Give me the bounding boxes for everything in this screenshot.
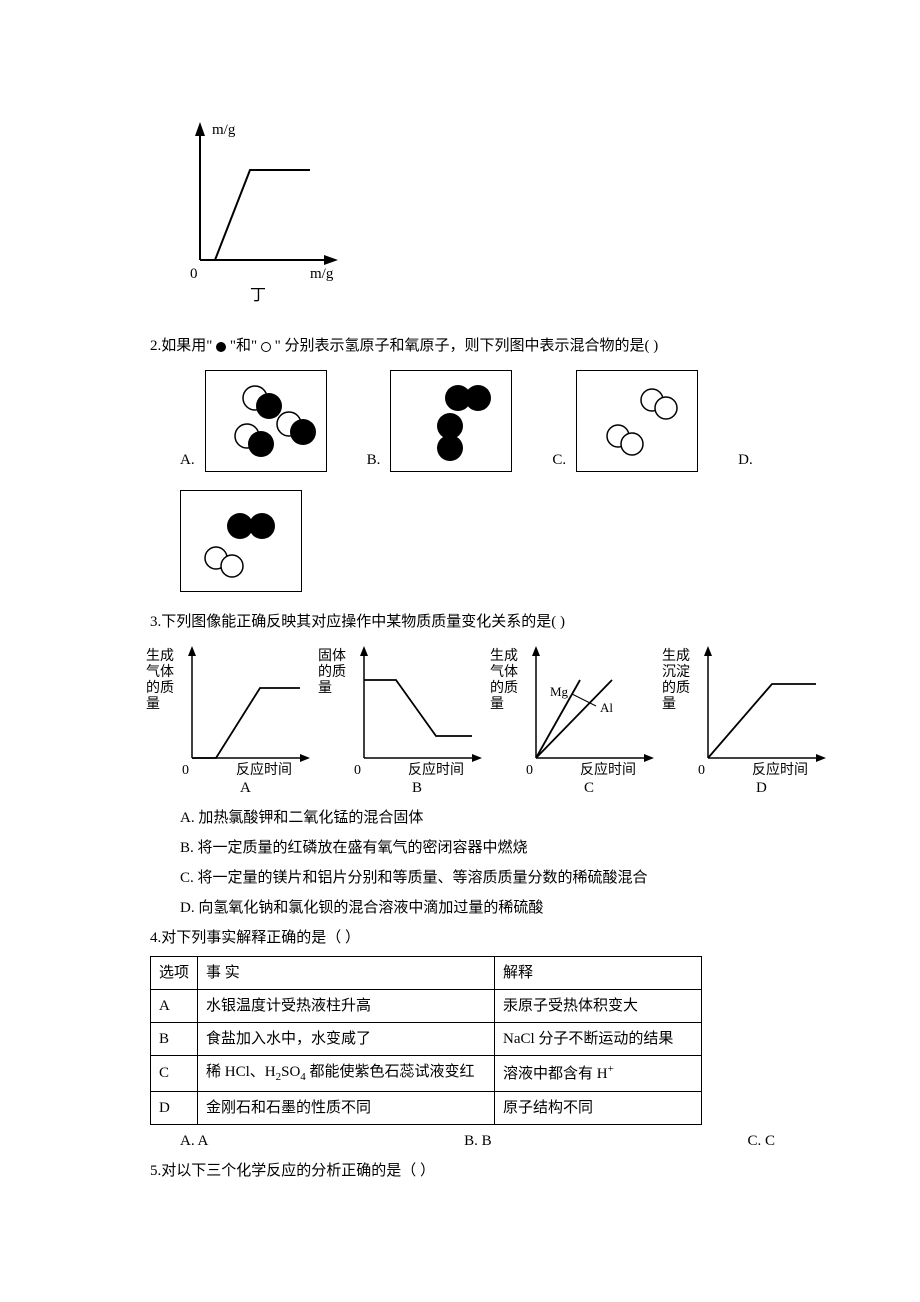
q2-label-d: D. — [738, 448, 753, 472]
q2-option-a: A. — [180, 370, 327, 472]
q4-answers: A. A B. B C. C D. D — [150, 1129, 920, 1153]
open-circle-icon — [261, 342, 271, 352]
svg-text:量: 量 — [490, 696, 504, 712]
cell: 食盐加入水中，水变咸了 — [198, 1023, 495, 1056]
cell: NaCl 分子不断运动的结果 — [495, 1023, 702, 1056]
q3-panel-a: 生成 气体 的质 量 0 反应时间 A — [144, 640, 316, 800]
q3-opt-b: B. 将一定质量的红磷放在盛有氧气的密闭容器中燃烧 — [150, 836, 920, 860]
q2-options-row2 — [150, 490, 920, 592]
q2-label-b: B. — [367, 448, 381, 472]
q3-panel-c: 生成 气体 的质 量 Mg Al 0 反应时间 C — [488, 640, 660, 800]
q3-panel-d: 生成 沉淀 的质 量 0 反应时间 D — [660, 640, 832, 800]
table-row: A 水银温度计受热液柱升高 汞原子受热体积变大 — [151, 990, 702, 1023]
q4-stem: 4.对下列事实解释正确的是（ ） — [150, 926, 920, 950]
table-row: D 金刚石和石墨的性质不同 原子结构不同 — [151, 1091, 702, 1124]
q5-stem: 5.对以下三个化学反应的分析正确的是（ ） — [150, 1159, 920, 1183]
q2-box-c — [576, 370, 698, 472]
svg-text:0: 0 — [526, 763, 533, 778]
svg-text:Mg: Mg — [550, 684, 569, 699]
q2-option-d-label: D. — [738, 448, 757, 472]
th-c3: 解释 — [495, 957, 702, 990]
q2-label-c: C. — [552, 448, 566, 472]
q3-stem: 3.下列图像能正确反映其对应操作中某物质质量变化关系的是( ) — [150, 610, 920, 634]
cell: D — [151, 1091, 198, 1124]
svg-text:0: 0 — [182, 763, 189, 778]
cell: A — [151, 990, 198, 1023]
svg-text:0: 0 — [354, 763, 361, 778]
svg-text:C: C — [584, 780, 594, 796]
svg-text:0: 0 — [698, 763, 705, 778]
table-row: 选项 事 实 解释 — [151, 957, 702, 990]
table-row: C 稀 HCl、H2SO4 都能使紫色石蕊试液变红 溶液中都含有 H+ — [151, 1056, 702, 1092]
svg-text:反应时间: 反应时间 — [236, 761, 292, 778]
svg-text:Al: Al — [600, 700, 613, 715]
q4-table: 选项 事 实 解释 A 水银温度计受热液柱升高 汞原子受热体积变大 B 食盐加入… — [150, 956, 702, 1125]
svg-text:反应时间: 反应时间 — [408, 761, 464, 778]
svg-text:的质: 的质 — [146, 680, 174, 696]
q2-stem-post: " 分别表示氢原子和氧原子，则下列图中表示混合物的是( ) — [275, 338, 659, 354]
svg-text:气体: 气体 — [146, 664, 174, 680]
cell: 金刚石和石墨的性质不同 — [198, 1091, 495, 1124]
cell: 溶液中都含有 H+ — [495, 1056, 702, 1092]
svg-text:固体: 固体 — [318, 648, 346, 664]
q2-box-a — [205, 370, 327, 472]
graph-ding-svg: m/g 0 m/g 丁 — [160, 110, 350, 310]
svg-text:的质: 的质 — [490, 680, 518, 696]
sup: + — [608, 1063, 614, 1075]
th-c1: 选项 — [151, 957, 198, 990]
svg-text:量: 量 — [146, 696, 160, 712]
txt: 溶液中都含有 H — [503, 1066, 608, 1082]
ylabel: m/g — [212, 122, 236, 138]
q3-opt-c: C. 将一定量的镁片和铝片分别和等质量、等溶质质量分数的稀硫酸混合 — [150, 866, 920, 890]
filled-circle-icon — [216, 342, 226, 352]
svg-text:生成: 生成 — [490, 648, 518, 664]
svg-text:的质: 的质 — [318, 664, 346, 680]
caption: 丁 — [250, 287, 266, 304]
q4-ans-c: C. C — [747, 1129, 775, 1153]
q2-stem-mid: "和" — [230, 338, 261, 354]
svg-text:气体: 气体 — [490, 664, 518, 680]
svg-text:生成: 生成 — [146, 648, 174, 664]
q2-box-b — [390, 370, 512, 472]
q4-ans-a: A. A — [180, 1129, 208, 1153]
xlabel: m/g — [310, 266, 334, 282]
q3-panels: 生成 气体 的质 量 0 反应时间 A 固体 的质 量 0 反应时间 B 生成 … — [144, 640, 920, 800]
q2-stem-pre: 2.如果用" — [150, 338, 216, 354]
cell: 水银温度计受热液柱升高 — [198, 990, 495, 1023]
th-c2: 事 实 — [198, 957, 495, 990]
q2-option-b: B. — [367, 370, 513, 472]
cell: C — [151, 1056, 198, 1092]
txt: 稀 HCl、H — [206, 1064, 276, 1080]
txt: SO — [281, 1064, 300, 1080]
cell: 原子结构不同 — [495, 1091, 702, 1124]
q3-opt-a: A. 加热氯酸钾和二氧化锰的混合固体 — [150, 806, 920, 830]
svg-text:B: B — [412, 780, 422, 796]
cell: B — [151, 1023, 198, 1056]
table-row: B 食盐加入水中，水变咸了 NaCl 分子不断运动的结果 — [151, 1023, 702, 1056]
cell: 汞原子受热体积变大 — [495, 990, 702, 1023]
q2-options-row1: A. B. C. — [150, 370, 920, 472]
svg-text:量: 量 — [318, 680, 332, 696]
svg-text:量: 量 — [662, 696, 676, 712]
svg-text:反应时间: 反应时间 — [752, 761, 808, 778]
txt: 都能使紫色石蕊试液变红 — [306, 1064, 475, 1080]
q2-option-c: C. — [552, 370, 698, 472]
svg-text:的质: 的质 — [662, 680, 690, 696]
svg-text:反应时间: 反应时间 — [580, 761, 636, 778]
q2-label-a: A. — [180, 448, 195, 472]
q2-box-d — [180, 490, 302, 592]
svg-text:D: D — [756, 780, 767, 796]
svg-text:沉淀: 沉淀 — [662, 664, 690, 680]
q4-ans-b: B. B — [464, 1129, 492, 1153]
svg-text:A: A — [240, 780, 251, 796]
q2-stem: 2.如果用" "和" " 分别表示氢原子和氧原子，则下列图中表示混合物的是( ) — [150, 334, 920, 358]
q1-graph-ding: m/g 0 m/g 丁 — [160, 110, 920, 310]
zero: 0 — [190, 266, 198, 282]
svg-text:生成: 生成 — [662, 648, 690, 664]
q3-opt-d: D. 向氢氧化钠和氯化钡的混合溶液中滴加过量的稀硫酸 — [150, 896, 920, 920]
cell: 稀 HCl、H2SO4 都能使紫色石蕊试液变红 — [198, 1056, 495, 1092]
q3-panel-b: 固体 的质 量 0 反应时间 B — [316, 640, 488, 800]
